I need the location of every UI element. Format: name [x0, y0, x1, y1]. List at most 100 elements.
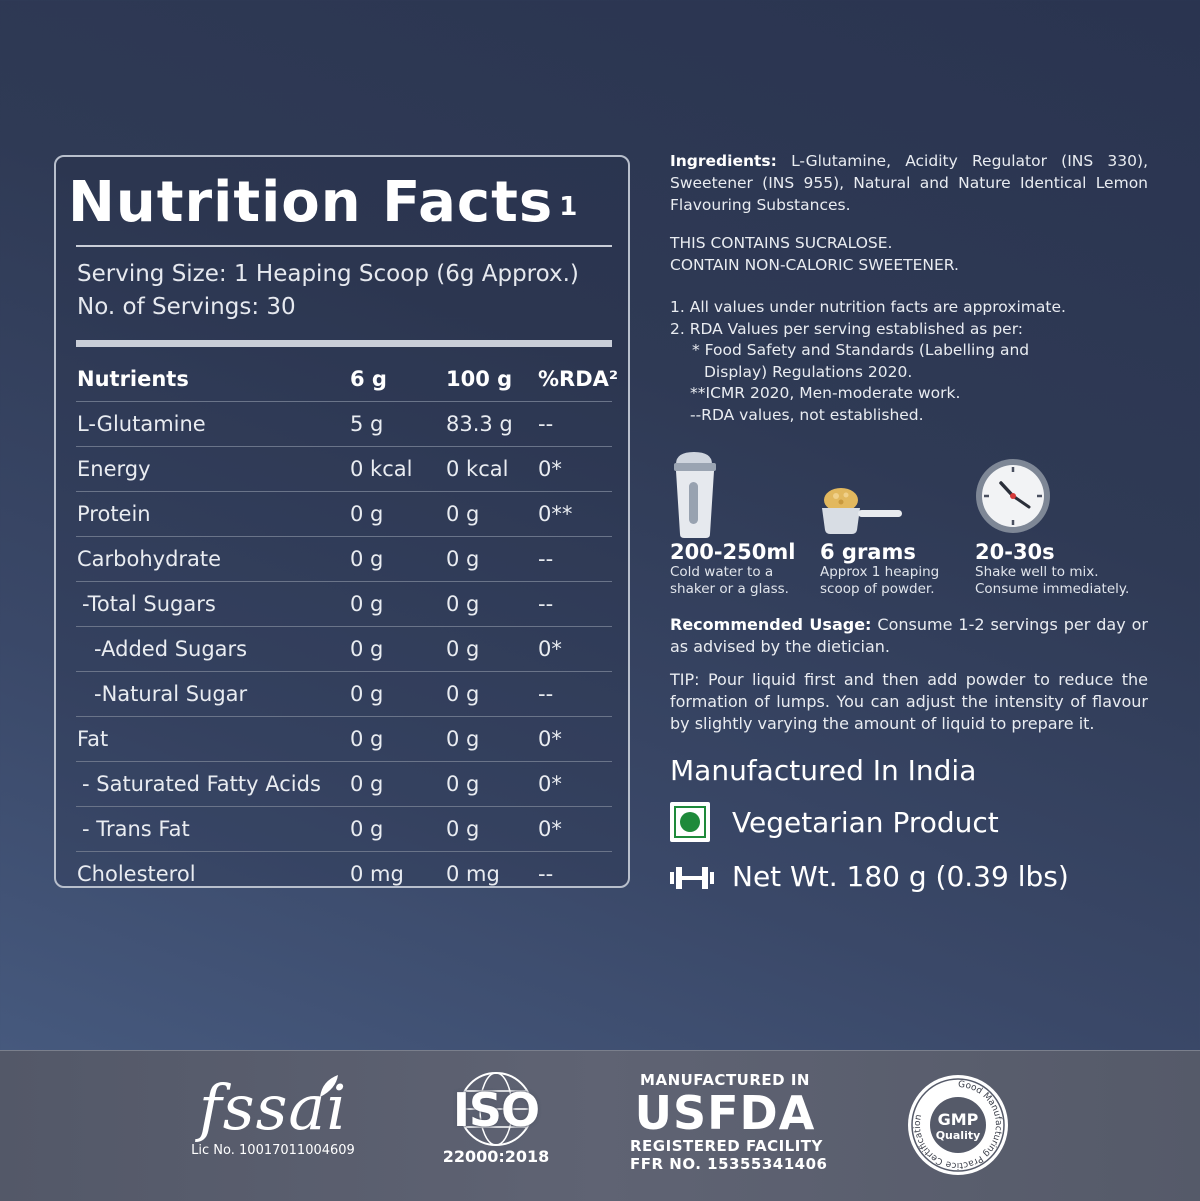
ingredients-text: Ingredients: L-Glutamine, Acidity Regula…: [670, 152, 1148, 214]
shaker-icon: [670, 450, 850, 540]
per-100g-value: 0 g: [446, 592, 480, 616]
rda-value: 0*: [538, 817, 562, 841]
usage-big: 200-250ml: [670, 540, 796, 564]
scoop-icon: [820, 450, 1000, 540]
tip-text: TIP: Pour liquid first and then add powd…: [670, 670, 1148, 733]
table-row: - Saturated Fatty Acids 0 g 0 g 0*: [76, 762, 612, 807]
per-serving-value: 0 g: [350, 817, 384, 841]
iso-logo: ISO 22000:2018: [440, 1071, 552, 1166]
table-row: -Added Sugars 0 g 0 g 0*: [76, 627, 612, 672]
per-serving-value: 0 g: [350, 682, 384, 706]
table-row: L-Glutamine 5 g 83.3 g --: [76, 402, 612, 447]
usage-water: 200-250ml Cold water to a shaker or a gl…: [670, 450, 850, 598]
nutrient-name: Carbohydrate: [77, 547, 222, 571]
rda-value: 0*: [538, 637, 562, 661]
usage-line: Shake well to mix.: [975, 564, 1099, 580]
certification-footer: fssai Lic No. 10017011004609 ISO 22000:2…: [0, 1050, 1200, 1201]
serving-divider: [76, 340, 612, 347]
usfda-logo: MANUFACTURED IN USFDA REGISTERED FACILIT…: [630, 1071, 828, 1173]
footnote: **ICMR 2020, Men-moderate work.: [690, 384, 961, 402]
fssai-license: Lic No. 10017011004609: [191, 1143, 355, 1158]
nutrition-table: Nutrients 6 g 100 g %RDA² L-Glutamine 5 …: [76, 357, 618, 896]
serving-size: Serving Size: 1 Heaping Scoop (6g Approx…: [77, 261, 579, 287]
rda-value: 0**: [538, 502, 573, 526]
rda-value: --: [538, 412, 554, 436]
usage-line: scoop of powder.: [820, 581, 935, 597]
nutrient-name: Fat: [77, 727, 109, 751]
usfda-ffr: FFR NO. 15355341406: [630, 1155, 828, 1173]
usage-line: shaker or a glass.: [670, 581, 789, 597]
usage-big: 20-30s: [975, 540, 1055, 564]
notice-line: THIS CONTAINS SUCRALOSE.: [670, 234, 893, 252]
per-100g-value: 0 g: [446, 547, 480, 571]
footnotes: 1. All values under nutrition facts are …: [670, 297, 1148, 426]
nutrient-name: - Saturated Fatty Acids: [82, 772, 321, 796]
net-weight-label: Net Wt. 180 g (0.39 lbs): [732, 860, 1069, 893]
per-serving-value: 0 g: [350, 592, 384, 616]
per-100g-value: 0 g: [446, 637, 480, 661]
per-100g-value: 0 g: [446, 772, 480, 796]
footnote: --RDA values, not established.: [690, 405, 924, 424]
footnote: * Food Safety and Standards (Labelling a…: [692, 341, 1030, 359]
nutrient-name: Protein: [77, 502, 151, 526]
rda-value: 0*: [538, 727, 562, 751]
per-serving-value: 0 g: [350, 637, 384, 661]
nutrient-name: Cholesterol: [77, 862, 196, 886]
per-serving-value: 5 g: [350, 412, 384, 436]
per-serving-value: 0 mg: [350, 862, 404, 886]
rda-value: 0*: [538, 457, 562, 481]
nutrient-name: -Natural Sugar: [94, 682, 248, 706]
rda-value: --: [538, 592, 554, 616]
usfda-top-text: MANUFACTURED IN: [640, 1071, 810, 1089]
table-row: Protein 0 g 0 g 0**: [76, 492, 612, 537]
dumbbell-icon: [670, 867, 714, 889]
table-row: Energy 0 kcal 0 kcal 0*: [76, 447, 612, 492]
notice-line: CONTAIN NON-CALORIC SWEETENER.: [670, 256, 959, 274]
table-row: Fat 0 g 0 g 0*: [76, 717, 612, 762]
per-serving-value: 0 g: [350, 547, 384, 571]
per-serving-value: 0 g: [350, 772, 384, 796]
table-row: Carbohydrate 0 g 0 g --: [76, 537, 612, 582]
rda-value: --: [538, 682, 554, 706]
title-divider: [76, 245, 612, 247]
nutrition-title: Nutrition Facts 1: [68, 170, 579, 235]
usage-line: Approx 1 heaping: [820, 564, 940, 580]
per-100g-value: 0 kcal: [446, 457, 509, 481]
per-100g-value: 0 g: [446, 727, 480, 751]
recommended-usage: Recommended Usage: Consume 1-2 servings …: [670, 615, 1149, 656]
veg-mark-icon: [670, 802, 710, 842]
footnote: 1. All values under nutrition facts are …: [670, 298, 1066, 316]
nutrient-name: -Total Sugars: [82, 592, 216, 616]
usage-time: 20-30s Shake well to mix. Consume immedi…: [975, 450, 1155, 598]
per-100g-value: 0 g: [446, 502, 480, 526]
globe-icon: [459, 1072, 533, 1146]
vegetarian-label: Vegetarian Product: [732, 806, 999, 839]
table-row: -Natural Sugar 0 g 0 g --: [76, 672, 612, 717]
header-nutrients: Nutrients: [77, 367, 189, 391]
usage-powder: 6 grams Approx 1 heaping scoop of powder…: [820, 450, 1000, 598]
gmp-seal-icon: Good Manufacturing Practice Certificatio…: [908, 1075, 1008, 1175]
gmp-quality-text: Quality: [936, 1129, 981, 1142]
table-row: - Trans Fat 0 g 0 g 0*: [76, 807, 612, 852]
table-row: Cholesterol 0 mg 0 mg --: [76, 852, 612, 896]
fssai-wordmark: fssai: [198, 1071, 348, 1144]
gmp-seal: Good Manufacturing Practice Certificatio…: [906, 1073, 1010, 1177]
nutrition-facts-panel: Nutrition Facts 1 Serving Size: 1 Heaping…: [54, 155, 630, 888]
nutrient-name: L-Glutamine: [77, 412, 206, 436]
rda-value: 0*: [538, 772, 562, 796]
footnote: 2. RDA Values per serving established as…: [670, 319, 1024, 338]
nutrient-name: -Added Sugars: [94, 637, 248, 661]
header-rda: %RDA²: [538, 367, 619, 391]
per-100g-value: 0 g: [446, 817, 480, 841]
usfda-registered: REGISTERED FACILITY: [630, 1137, 823, 1155]
per-100g-value: 83.3 g: [446, 412, 513, 436]
servings-count: No. of Servings: 30: [77, 294, 296, 320]
nutrient-name: - Trans Fat: [82, 817, 190, 841]
header-per-serving: 6 g: [350, 367, 387, 391]
usfda-wordmark: USFDA: [634, 1086, 816, 1140]
usage-line: Cold water to a: [670, 564, 774, 580]
per-100g-value: 0 mg: [446, 862, 500, 886]
leaf-icon: [320, 1075, 338, 1097]
made-in-india: Manufactured In India: [670, 754, 977, 787]
table-row: -Total Sugars 0 g 0 g --: [76, 582, 612, 627]
